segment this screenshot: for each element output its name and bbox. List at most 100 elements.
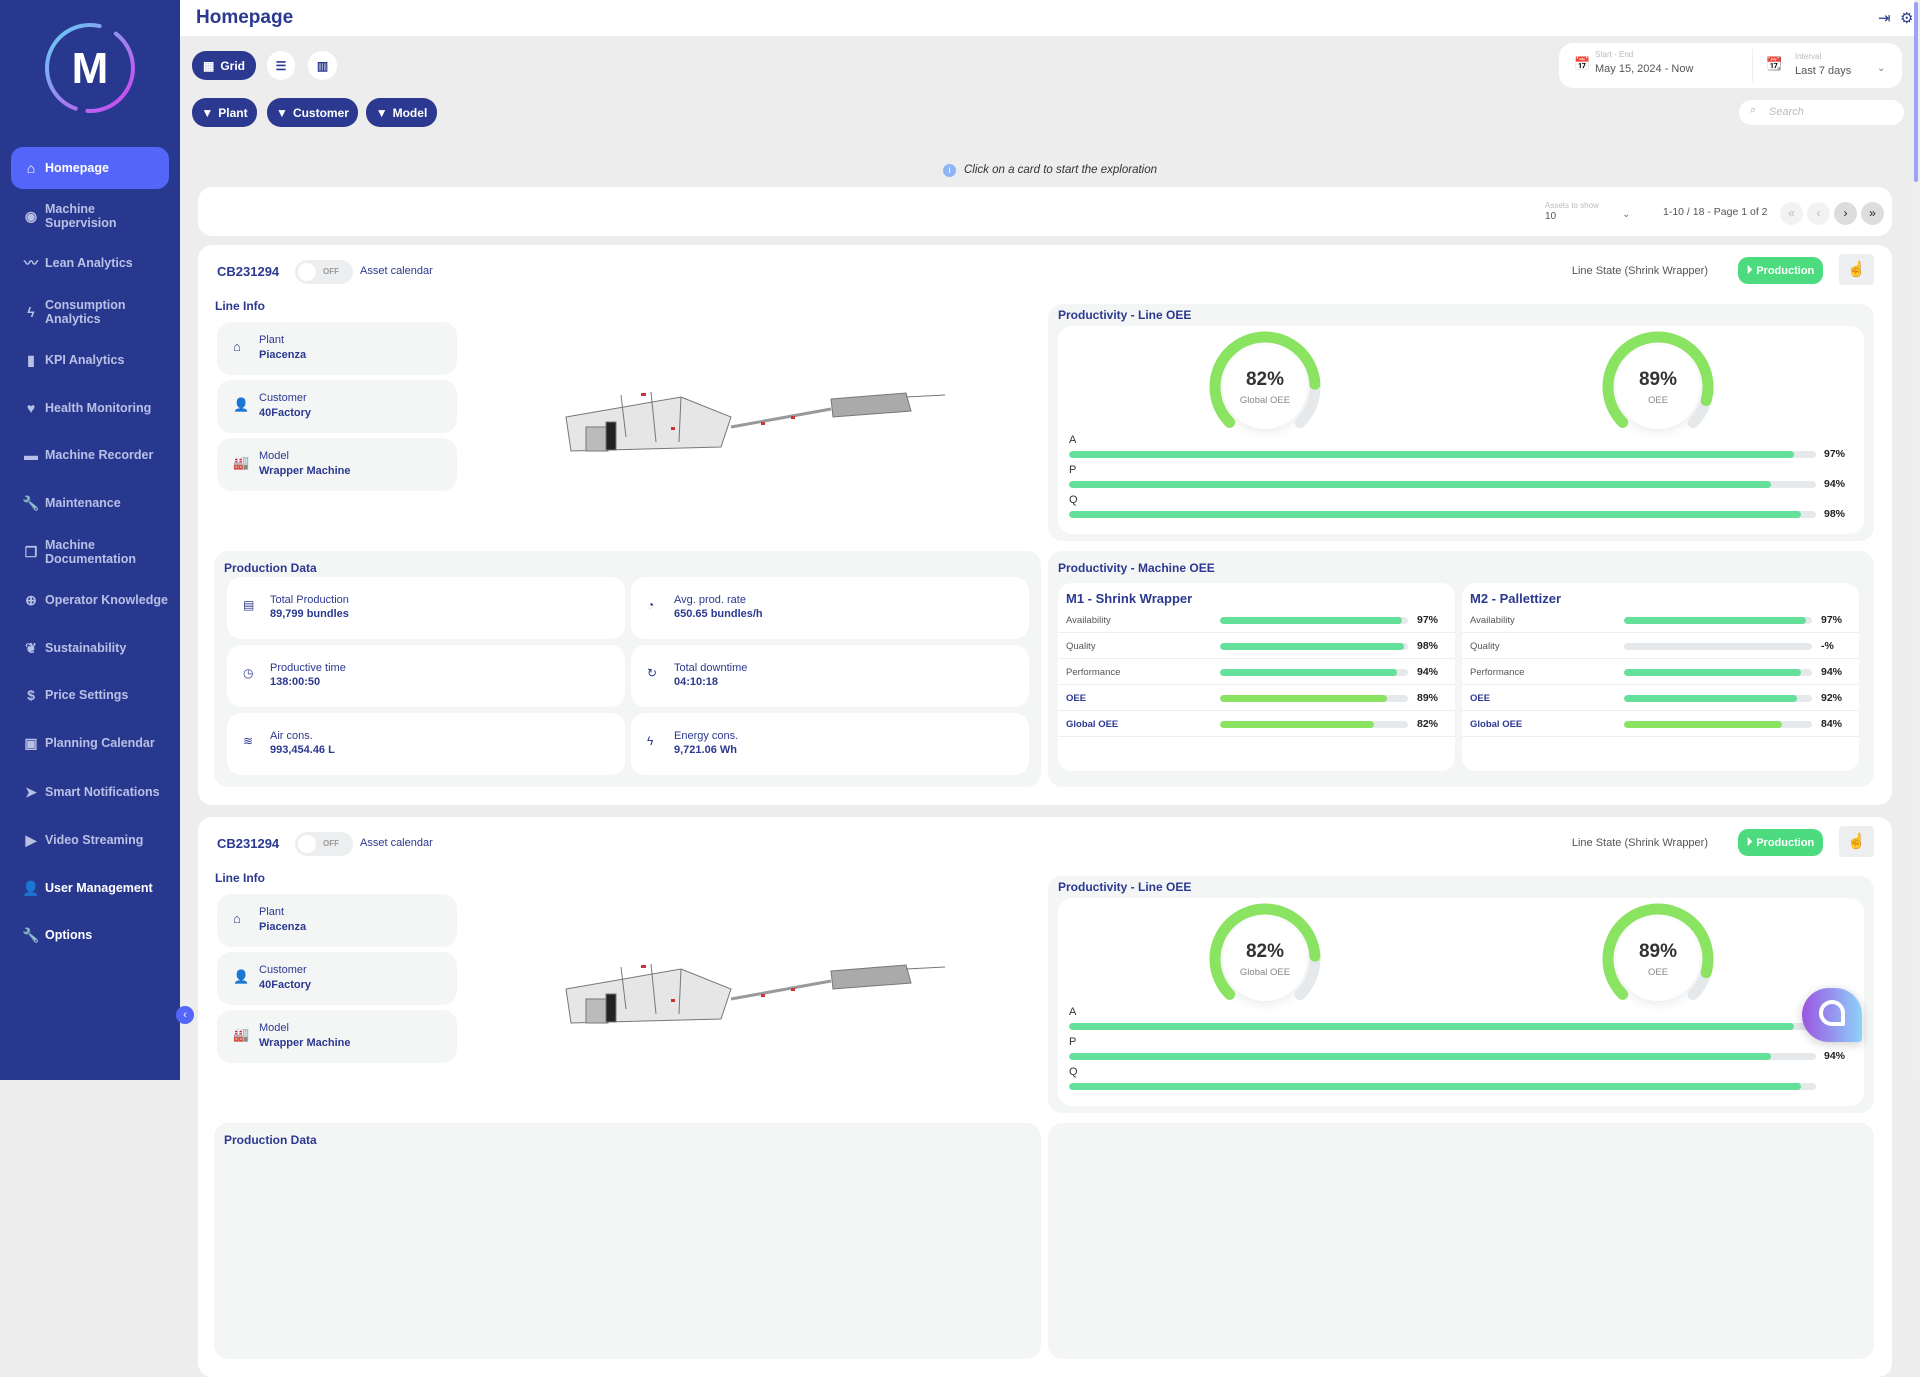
filter-customer-button[interactable]: ▼ Customer: [267, 98, 358, 127]
production-metric: ↻ Total downtime 04:10:18: [631, 645, 1029, 707]
grid-view-button[interactable]: ▦ Grid: [192, 51, 256, 80]
sidebar-item-label: Smart Notifications: [45, 785, 160, 799]
touch-icon[interactable]: ☝: [1839, 826, 1874, 857]
sidebar-item-machine-recorder[interactable]: ▬ Machine Recorder: [11, 434, 169, 476]
metric-value: 04:10:18: [674, 676, 719, 688]
asset-calendar-toggle[interactable]: OFF: [295, 260, 353, 284]
divider: [1752, 49, 1753, 82]
line-state-label: Line State (Shrink Wrapper): [1571, 265, 1708, 277]
scrollbar[interactable]: [1914, 0, 1920, 1080]
sidebar-item-operator-knowledge[interactable]: ⊕ Operator Knowledge: [11, 579, 169, 621]
oee-gauge: 82% Global OEE: [1203, 325, 1327, 449]
date-range-value[interactable]: May 15, 2024 - Now: [1595, 63, 1694, 75]
grid-icon: ▦: [202, 58, 215, 73]
oee-gauge: 82% Global OEE: [1203, 897, 1327, 1021]
sidebar-item-price-settings[interactable]: $ Price Settings: [11, 674, 169, 716]
prev-page-button[interactable]: ‹: [1807, 202, 1830, 225]
gauge-fill: [1209, 331, 1321, 443]
sidebar-item-label: Health Monitoring: [45, 401, 152, 415]
asset-calendar-toggle[interactable]: OFF: [295, 832, 353, 856]
bar-chart-icon: ▮: [27, 352, 35, 368]
asset-id: CB231294: [217, 264, 280, 279]
chevron-down-icon[interactable]: ⌄: [1877, 63, 1886, 74]
metric-label: Energy cons.: [674, 730, 739, 742]
oee-gauge: 89% OEE: [1596, 897, 1720, 1021]
gauge-label: Global OEE: [1239, 395, 1291, 406]
search-placeholder: Search: [1769, 106, 1804, 118]
production-data-panel: Production Data: [214, 1123, 1041, 1359]
assets-select[interactable]: 10: [1545, 211, 1557, 222]
search-input[interactable]: ⌕ Search: [1739, 100, 1904, 125]
map-view-button[interactable]: ▥: [308, 51, 337, 80]
kpi-bar: [1220, 721, 1408, 728]
line-state-value: Production: [1756, 264, 1815, 277]
kpi-label: Performance: [1066, 667, 1121, 678]
sidebar-item-label: Lean Analytics: [45, 256, 133, 270]
kpi-label: OEE: [1066, 693, 1087, 704]
interval-select[interactable]: Last 7 days: [1795, 65, 1852, 77]
sidebar-item-smart-notifications[interactable]: ➤ Smart Notifications: [11, 771, 169, 813]
machine-oee-title: Productivity - Machine OEE: [1058, 561, 1215, 575]
sidebar-item-maintenance[interactable]: 🔧 Maintenance: [11, 482, 169, 524]
chat-bubble-icon: [1819, 1000, 1845, 1026]
sidebar-item-video-streaming[interactable]: ▶ Video Streaming: [11, 819, 169, 861]
sidebar-item-health-monitoring[interactable]: ♥ Health Monitoring: [11, 387, 169, 429]
kpi-value: 97%: [1417, 614, 1439, 626]
next-page-button[interactable]: ›: [1834, 202, 1857, 225]
sidebar-item-kpi-analytics[interactable]: ▮ KPI Analytics: [11, 339, 169, 381]
apq-bar-fill: [1069, 1023, 1794, 1030]
last-page-button[interactable]: »: [1861, 202, 1884, 225]
gear-icon[interactable]: ⚙: [1900, 10, 1914, 27]
filter-icon: ▼: [375, 105, 388, 120]
apq-value: 94%: [1824, 478, 1846, 490]
kpi-value: 97%: [1821, 614, 1843, 626]
page-title: Homepage: [196, 7, 294, 28]
apq-value: 98%: [1824, 508, 1846, 520]
sidebar-item-machine-supervision[interactable]: ◉ Machine Supervision: [11, 195, 169, 237]
sidebar-item-homepage[interactable]: ⌂ Homepage: [11, 147, 169, 189]
eye-icon: ◉: [24, 208, 38, 224]
list-view-button[interactable]: ☰: [267, 51, 295, 80]
sidebar-item-sustainability[interactable]: ❦ Sustainability: [11, 627, 169, 669]
collapse-sidebar-button[interactable]: ‹: [176, 1006, 194, 1024]
metric-value: 9,721.06 Wh: [674, 744, 737, 756]
metric-value: 650.65 bundles/h: [674, 608, 763, 620]
sidebar-item-label: KPI Analytics: [45, 353, 125, 367]
touch-icon[interactable]: ☝: [1839, 254, 1874, 285]
sidebar-item-label: Price Settings: [45, 688, 129, 702]
asset-card[interactable]: CB231294 OFF Asset calendar Line State (…: [198, 817, 1892, 1377]
search-icon: ⌕: [1750, 104, 1757, 116]
filter-plant-button[interactable]: ▼ Plant: [192, 98, 257, 127]
sidebar-item-planning-calendar[interactable]: ▣ Planning Calendar: [11, 722, 169, 764]
kpi-label: Quality: [1066, 641, 1096, 652]
sidebar-item-consumption-analytics[interactable]: ϟ Consumption Analytics: [11, 291, 169, 333]
info-value: Wrapper Machine: [259, 465, 351, 477]
first-page-button[interactable]: «: [1780, 202, 1803, 225]
asset-card[interactable]: CB231294 OFF Asset calendar Line State (…: [198, 245, 1892, 805]
info-value: Wrapper Machine: [259, 1037, 351, 1049]
heart-pulse-icon: ♥: [26, 400, 36, 416]
apq-label: P: [1069, 464, 1077, 476]
sidebar-item-label: Maintenance: [45, 496, 121, 510]
line-oee-panel: Productivity - Line OEE 82% Global OEE 8…: [1048, 876, 1874, 1113]
chevron-down-icon[interactable]: ⌄: [1622, 209, 1631, 220]
logout-icon[interactable]: ⇥: [1878, 10, 1891, 27]
filter-model-button[interactable]: ▼ Model: [366, 98, 437, 127]
production-data-title: Production Data: [224, 561, 317, 575]
archive-icon: ▤: [243, 598, 255, 612]
date-range-picker[interactable]: 📅 Start - End May 15, 2024 - Now 📆 Inter…: [1559, 43, 1902, 88]
chat-assistant-button[interactable]: [1802, 988, 1862, 1042]
play-circle-icon: ⏵: [1746, 264, 1753, 276]
production-metric: ▤ Total Production 89,799 bundles: [227, 577, 625, 639]
line-info-title: Line Info: [215, 299, 265, 313]
sidebar-item-user-management[interactable]: 👤 User Management: [11, 867, 169, 909]
documents-icon: ❐: [24, 544, 38, 560]
sidebar-item-machine-documentation[interactable]: ❐ Machine Documentation: [11, 531, 169, 573]
sidebar-item-options[interactable]: 🔧 Options: [11, 914, 169, 956]
kpi-value: 92%: [1821, 692, 1843, 704]
recorder-icon: ▬: [24, 447, 38, 463]
info-value: 40Factory: [259, 979, 311, 991]
sidebar-item-lean-analytics[interactable]: 〰 Lean Analytics: [11, 242, 169, 284]
production-line-image: [565, 391, 945, 452]
kpi-bar: [1624, 669, 1812, 676]
